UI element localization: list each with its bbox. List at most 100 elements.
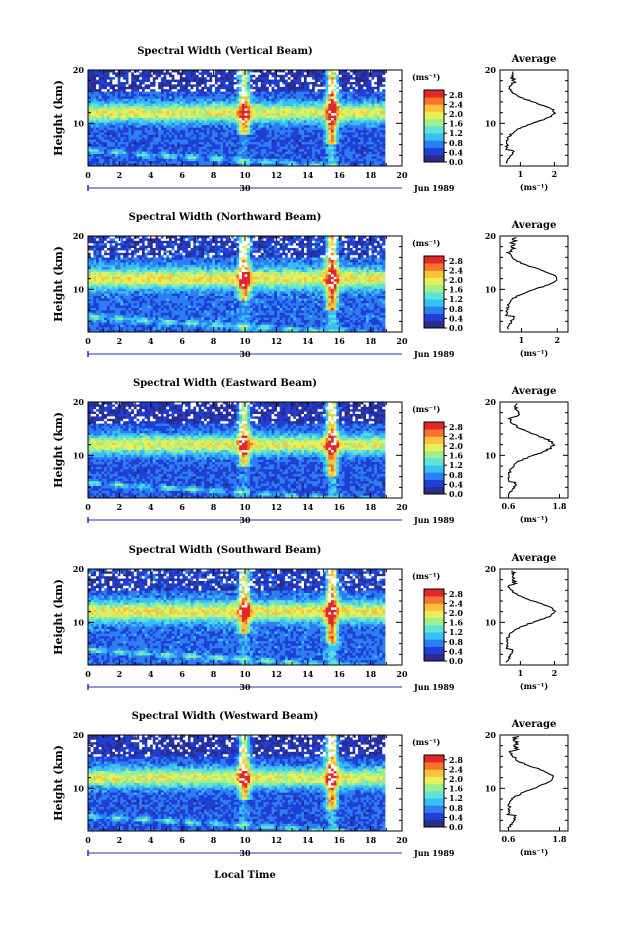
heatmap-cell — [263, 139, 267, 143]
heatmap-cell — [98, 267, 102, 270]
heatmap-cell — [101, 293, 105, 297]
heatmap-cell — [366, 125, 370, 128]
heatmap-cell — [363, 154, 367, 157]
heatmap-cell — [301, 132, 305, 136]
heatmap-cell — [101, 110, 105, 114]
heatmap-cell — [298, 77, 302, 80]
heatmap-cell — [331, 158, 335, 162]
heatmap-cell — [293, 103, 297, 107]
heatmap-cell — [247, 127, 251, 131]
heatmap-cell — [115, 142, 119, 145]
heatmap-cell — [109, 279, 113, 282]
heatmap-cell — [268, 86, 272, 90]
heatmap-cell — [182, 151, 186, 155]
heatmap-cell — [236, 72, 240, 76]
heatmap-cell — [309, 72, 313, 76]
heatmap-cell — [193, 101, 197, 104]
heatmap-cell — [106, 125, 110, 128]
heatmap-cell — [233, 110, 237, 114]
heatmap-cell — [360, 151, 364, 155]
heatmap-cell — [152, 86, 156, 90]
heatmap-cell — [190, 122, 194, 126]
heatmap-cell — [109, 77, 113, 80]
heatmap-cell — [301, 84, 305, 88]
heatmap-cell — [177, 118, 181, 121]
heatmap-cell — [279, 113, 283, 116]
heatmap-cell — [212, 96, 216, 100]
heatmap-cell — [104, 260, 108, 263]
heatmap-cell — [109, 269, 113, 273]
heatmap-cell — [179, 134, 183, 138]
heatmap-cell — [339, 84, 343, 88]
heatmap-cell — [214, 115, 218, 119]
heatmap-cell — [198, 91, 202, 95]
heatmap-cell — [163, 101, 167, 104]
heatmap-cell — [274, 113, 278, 116]
heatmap-cell — [250, 113, 254, 116]
heatmap-cell — [355, 161, 359, 164]
heatmap-cell — [158, 94, 162, 97]
heatmap-cell — [287, 137, 291, 140]
heatmap-cell — [241, 113, 245, 116]
heatmap-cell — [347, 113, 351, 116]
heatmap-cell — [298, 142, 302, 145]
heatmap-cell — [341, 158, 345, 162]
heatmap-cell — [290, 77, 294, 80]
heatmap-cell — [193, 151, 197, 155]
heatmap-cell — [104, 156, 108, 160]
heatmap-cell — [360, 72, 364, 76]
heatmap-cell — [109, 103, 113, 107]
heatmap-cell — [182, 120, 186, 124]
heatmap-cell — [214, 120, 218, 124]
heatmap-cell — [174, 125, 178, 128]
heatmap-cell — [201, 151, 205, 155]
heatmap-cell — [125, 132, 129, 136]
heatmap-cell — [228, 84, 232, 88]
heatmap-cell — [309, 106, 313, 109]
heatmap-cell — [260, 151, 264, 155]
heatmap-cell — [115, 82, 119, 85]
heatmap-cell — [349, 132, 353, 136]
heatmap-cell — [190, 89, 194, 92]
heatmap-cell — [255, 86, 259, 90]
heatmap-cell — [104, 243, 108, 246]
heatmap-cell — [120, 151, 124, 155]
heatmap-cell — [144, 91, 148, 95]
heatmap-cell — [244, 94, 248, 97]
heatmap-cell — [233, 77, 237, 80]
heatmap-cell — [236, 122, 240, 126]
heatmap-cell — [96, 158, 100, 162]
heatmap-cell — [282, 82, 286, 85]
heatmap-cell — [125, 79, 129, 83]
heatmap-cell — [282, 118, 286, 121]
heatmap-cell — [290, 144, 294, 148]
heatmap-cell — [233, 127, 237, 131]
heatmap-cell — [347, 115, 351, 119]
heatmap-cell — [185, 108, 189, 112]
heatmap-cell — [217, 139, 221, 143]
heatmap-cell — [117, 79, 121, 83]
heatmap-cell — [225, 134, 229, 138]
heatmap-cell — [179, 156, 183, 160]
heatmap-cell — [333, 146, 337, 150]
heatmap-cell — [106, 151, 110, 155]
heatmap-cell — [109, 262, 113, 266]
heatmap-cell — [90, 86, 94, 90]
heatmap-cell — [314, 91, 318, 95]
heatmap-cell — [328, 130, 332, 133]
heatmap-cell — [349, 106, 353, 109]
heatmap-cell — [115, 115, 119, 119]
heatmap-cell — [98, 293, 102, 297]
heatmap-cell — [360, 142, 364, 145]
heatmap-cell — [374, 91, 378, 95]
heatmap-cell — [187, 72, 191, 76]
heatmap-cell — [236, 132, 240, 136]
heatmap-cell — [160, 74, 164, 78]
heatmap-cell — [331, 139, 335, 143]
heatmap-cell — [155, 115, 159, 119]
heatmap-cell — [339, 132, 343, 136]
heatmap-cell — [206, 142, 210, 145]
heatmap-cell — [376, 82, 380, 85]
heatmap-cell — [333, 142, 337, 145]
heatmap-cell — [331, 127, 335, 131]
